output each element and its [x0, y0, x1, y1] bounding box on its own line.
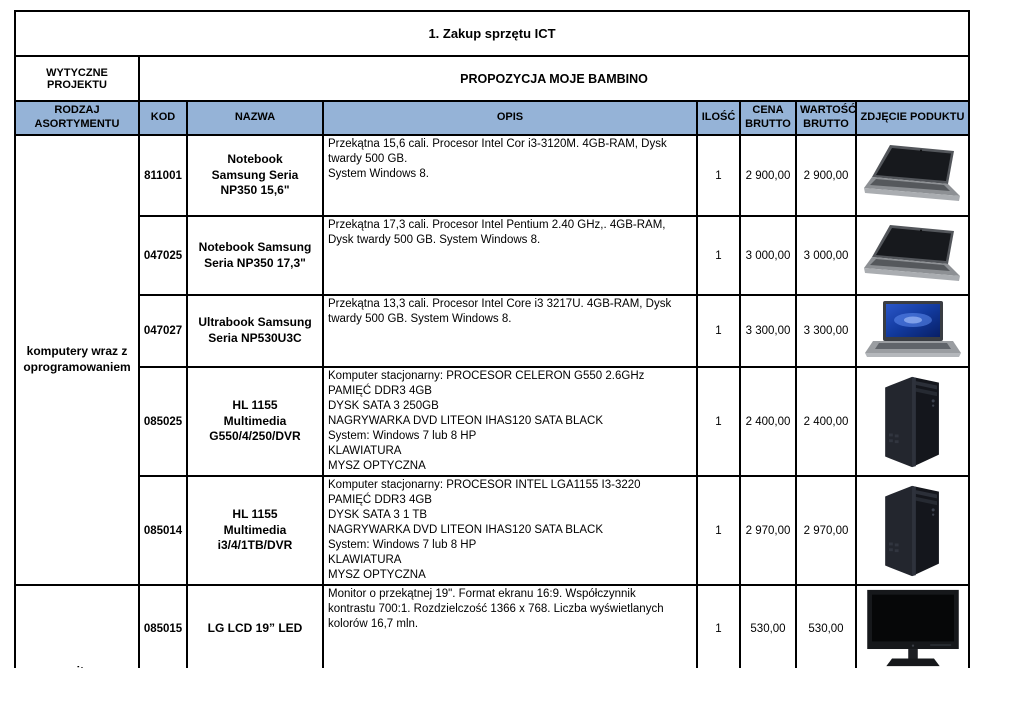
- kod-cell: 085015: [138, 584, 188, 668]
- opis-cell: Przekątna 15,6 cali. Procesor Intel Cor …: [322, 134, 698, 217]
- product-photo-cell: [854, 366, 971, 477]
- ilosc-cell: 1: [696, 215, 741, 296]
- product-photo-cell: [854, 134, 971, 217]
- meta-row: WYTYCZNE PROJEKTU PROPOZYCJA MOJE BAMBIN…: [14, 55, 971, 102]
- ilosc-cell: 1: [696, 134, 741, 217]
- col-header-zdjecie: ZDJĘCIE PODUKTU: [854, 100, 971, 136]
- table-row: 047027 Ultrabook Samsung Seria NP530U3C …: [15, 294, 971, 368]
- col-header-kod: KOD: [138, 100, 188, 136]
- product-photo: [877, 374, 949, 470]
- product-photo-cell: [854, 475, 971, 586]
- column-header-row: RODZAJ ASORTYMENTU KOD NAZWA OPIS ILOŚĆ …: [14, 100, 971, 136]
- opis-cell: Komputer stacjonarny: PROCESOR INTEL LGA…: [322, 475, 698, 586]
- kod-cell: 085025: [138, 366, 188, 477]
- table-row: 085014 HL 1155 Multimedia i3/4/1TB/DVR K…: [15, 475, 971, 586]
- nazwa-cell: HL 1155 Multimedia i3/4/1TB/DVR: [186, 475, 324, 586]
- laptop-photo-graphic: [863, 224, 960, 281]
- col-header-ilosc: ILOŚĆ: [696, 100, 741, 136]
- nazwa-cell: HL 1155 Multimedia G550/4/250/DVR: [186, 366, 324, 477]
- cena-brutto-cell: 2 400,00: [739, 366, 797, 477]
- table-row: 047025 Notebook Samsung Seria NP350 17,3…: [15, 215, 971, 296]
- ultrabook-photo-graphic: [864, 301, 961, 357]
- document-page: 1. Zakup sprzętu ICT WYTYCZNE PROJEKTU P…: [13, 10, 971, 668]
- guidelines-label: WYTYCZNE PROJEKTU: [14, 55, 140, 102]
- col-header-nazwa: NAZWA: [186, 100, 324, 136]
- ilosc-cell: 1: [696, 366, 741, 477]
- wartosc-brutto-cell: 2 970,00: [795, 475, 857, 586]
- opis-cell: Monitor o przekątnej 19". Format ekranu …: [322, 584, 698, 668]
- category-monitors: monitory: [14, 584, 140, 668]
- nazwa-cell: LG LCD 19” LED: [186, 584, 324, 668]
- product-photo: [877, 483, 949, 579]
- wartosc-brutto-cell: 530,00: [795, 584, 857, 668]
- ilosc-cell: 1: [696, 294, 741, 368]
- product-photo: [862, 224, 964, 288]
- product-photo-cell: [854, 215, 971, 296]
- cena-brutto-cell: 2 970,00: [739, 475, 797, 586]
- col-header-rodzaj: RODZAJ ASORTYMENTU: [14, 100, 140, 136]
- product-photo: [863, 588, 963, 668]
- laptop-photo-graphic: [863, 144, 960, 201]
- wartosc-brutto-cell: 2 400,00: [795, 366, 857, 477]
- tower-pc-photo-graphic: [884, 376, 939, 467]
- table-row: monitory 085015 LG LCD 19” LED Monitor o…: [14, 584, 971, 668]
- kod-cell: 085014: [138, 475, 188, 586]
- wartosc-brutto-cell: 3 000,00: [795, 215, 857, 296]
- category-computers: komputery wraz z oprogramowaniem: [14, 134, 140, 586]
- table-row: komputery wraz z oprogramowaniem 811001 …: [14, 134, 971, 586]
- table-row: 085025 HL 1155 Multimedia G550/4/250/DVR…: [15, 366, 971, 477]
- document-title: 1. Zakup sprzętu ICT: [13, 10, 971, 57]
- opis-cell: Przekątna 13,3 cali. Procesor Intel Core…: [322, 294, 698, 368]
- nazwa-cell: Notebook Samsung Seria NP350 17,3": [186, 215, 324, 296]
- wartosc-brutto-cell: 2 900,00: [795, 134, 857, 217]
- kod-cell: 811001: [138, 134, 188, 217]
- kod-cell: 047025: [138, 215, 188, 296]
- ict-products-table: 1. Zakup sprzętu ICT WYTYCZNE PROJEKTU P…: [13, 10, 971, 668]
- proposal-label: PROPOZYCJA MOJE BAMBINO: [137, 55, 971, 102]
- ilosc-cell: 1: [696, 475, 741, 586]
- product-photo: [862, 144, 964, 208]
- cena-brutto-cell: 3 000,00: [739, 215, 797, 296]
- nazwa-cell: Notebook Samsung Seria NP350 15,6": [186, 134, 324, 217]
- wartosc-brutto-cell: 3 300,00: [795, 294, 857, 368]
- tower-pc-photo-graphic: [884, 485, 939, 576]
- title-row: 1. Zakup sprzętu ICT: [13, 10, 971, 57]
- cena-brutto-cell: 530,00: [739, 584, 797, 668]
- opis-cell: Przekątna 17,3 cali. Procesor Intel Pent…: [322, 215, 698, 296]
- col-header-opis: OPIS: [322, 100, 698, 136]
- opis-cell: Komputer stacjonarny: PROCESOR CELERON G…: [322, 366, 698, 477]
- product-photo-cell: [854, 294, 971, 368]
- cena-brutto-cell: 2 900,00: [739, 134, 797, 217]
- col-header-wartosc-brutto: WARTOŚĆ BRUTTO: [795, 100, 857, 136]
- col-header-cena-brutto: CENA BRUTTO: [739, 100, 797, 136]
- nazwa-cell: Ultrabook Samsung Seria NP530U3C: [186, 294, 324, 368]
- monitor-photo-graphic: [866, 589, 959, 667]
- ilosc-cell: 1: [696, 584, 741, 668]
- product-photo-cell: [854, 584, 971, 668]
- cena-brutto-cell: 3 300,00: [739, 294, 797, 368]
- kod-cell: 047027: [138, 294, 188, 368]
- product-photo: [863, 300, 963, 362]
